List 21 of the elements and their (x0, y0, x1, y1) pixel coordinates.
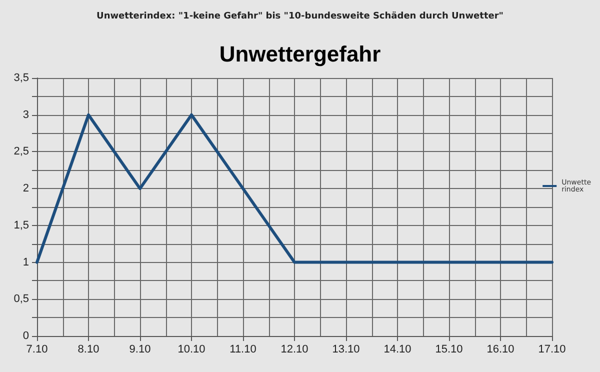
y-tick-label: 3 (22, 108, 29, 121)
x-tick-label: 13.10 (332, 344, 360, 356)
x-tick-label: 11.10 (230, 344, 256, 356)
y-tick-label: 1 (22, 256, 29, 268)
x-tick-label: 9.10 (129, 344, 151, 356)
x-tick-label: 8.10 (78, 344, 100, 356)
y-tick-label: 2,5 (14, 146, 29, 158)
text: Unwetterindex: "1-keine Gefahr" bis "10-bundesweite Schäden durch Unwetter" (96, 12, 504, 22)
x-tick-label: 15.10 (435, 344, 463, 356)
x-tick-label: 16.10 (486, 344, 514, 356)
y-tick-label: 3,5 (14, 72, 29, 84)
x-tick-label: 17.10 (538, 344, 566, 356)
x-tick-label: 10.10 (178, 344, 206, 356)
x-tick-label: 7.10 (26, 344, 48, 356)
y-tick-label: 0,5 (14, 293, 29, 306)
y-tick-label: 1,5 (14, 219, 29, 232)
x-tick-label: 14.10 (384, 344, 412, 356)
x-tick-label: 12.10 (280, 344, 308, 356)
chart-title: Unwettergefahr (219, 42, 382, 66)
y-tick-label: 2 (22, 182, 29, 195)
y-tick-label: 0 (22, 330, 29, 342)
